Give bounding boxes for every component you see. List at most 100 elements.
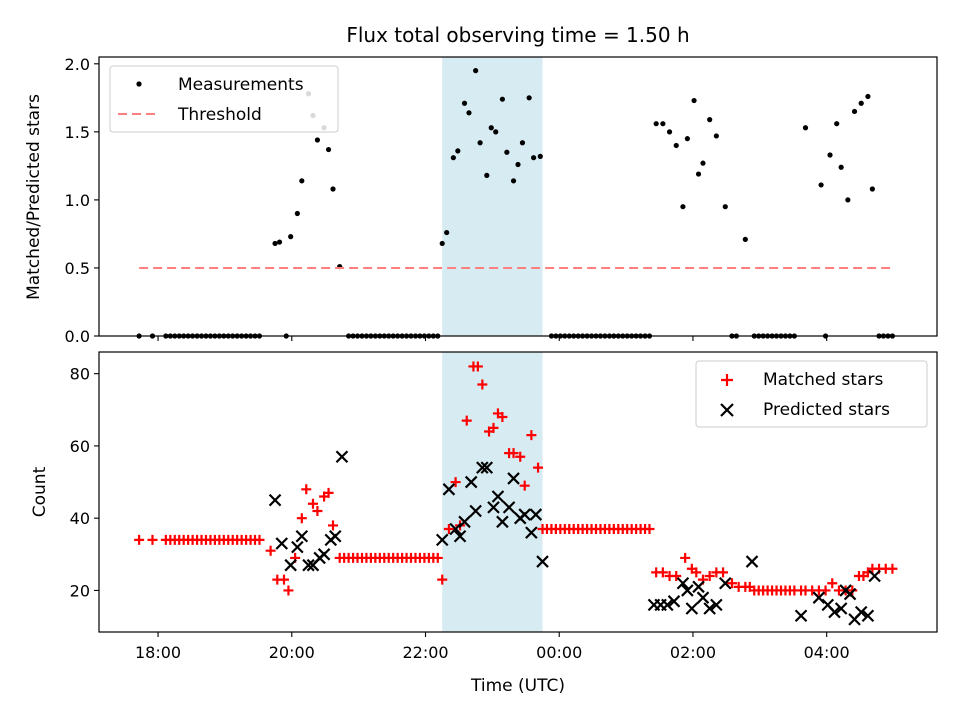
measurement-point	[510, 178, 517, 184]
measurement-point	[851, 108, 858, 115]
bottom-x-ticks: 18:00 20:00 22:00 00:00 02:00 04:00	[135, 632, 850, 662]
predicted-star-point	[469, 504, 482, 518]
predicted-star-point	[453, 529, 467, 543]
matched-star-point	[254, 534, 265, 545]
ratio-panel: 0.00.51.01.52.0 Matched/Predicted stars …	[24, 55, 938, 346]
measurement-point	[838, 164, 844, 170]
predicted-star-point	[843, 587, 857, 601]
predicted-star-point	[745, 555, 759, 568]
top-y-ticks: 0.0 0.5 1.0 1.5 2.0	[65, 55, 99, 346]
predicted-star-point	[480, 461, 494, 474]
matched-star-point	[278, 574, 289, 585]
measurement-point	[834, 121, 840, 127]
predicted-star-point	[335, 450, 349, 464]
measurement-point	[695, 171, 702, 177]
predicted-star-point	[681, 584, 694, 597]
legend-measurements-label: Measurements	[178, 75, 304, 95]
measurement-point	[314, 137, 321, 143]
top-shaded-interval	[442, 57, 543, 336]
measurement-point	[865, 93, 871, 100]
matched-star-point	[726, 578, 737, 589]
matched-star-point	[820, 585, 831, 596]
predicted-star-point	[302, 558, 315, 572]
measurement-point	[294, 210, 300, 217]
measurement-point	[330, 186, 336, 192]
predicted-star-point	[661, 598, 674, 612]
matched-star-point	[134, 534, 145, 545]
predicted-star-point	[692, 580, 705, 594]
predicted-star-point	[676, 576, 690, 590]
predicted-star-point	[685, 602, 699, 615]
top-legend: Measurements Threshold	[109, 65, 339, 133]
x-tick-label: 22:00	[402, 643, 448, 662]
matched-star-point	[680, 552, 691, 563]
bottom-y-ticks: 20 40 60 80	[70, 365, 99, 600]
matched-star-point	[827, 578, 838, 589]
measurement-point	[272, 240, 278, 247]
measurement-point	[276, 239, 283, 245]
measurement-point	[700, 160, 706, 166]
x-tick-label: 20:00	[269, 643, 315, 662]
y-tick-label: 80	[70, 365, 90, 384]
y-tick-label: 0.5	[65, 259, 90, 278]
top-y-axis-label: Matched/Predicted stars	[24, 94, 44, 300]
top-x-ticks	[157, 336, 828, 341]
measurement-point	[473, 68, 479, 74]
predicted-star-point	[491, 490, 505, 503]
matched-star-point	[301, 484, 312, 495]
predicted-star-point	[295, 529, 309, 543]
x-tick-label: 02:00	[670, 643, 716, 662]
predicted-star-point	[442, 483, 456, 496]
predicted-star-point	[868, 569, 881, 583]
predicted-star-point	[667, 595, 681, 608]
x-tick-label: 00:00	[536, 643, 582, 662]
bottom-legend: Matched stars Predicted stars	[695, 360, 928, 428]
y-tick-label: 20	[70, 581, 90, 600]
predicted-star-point	[284, 558, 297, 572]
top-axes-frame	[98, 56, 938, 337]
predicted-star-point	[812, 591, 826, 604]
matched-star-point	[443, 524, 454, 535]
measurement-point	[526, 95, 532, 101]
measurement-point	[504, 149, 510, 155]
measurement-point	[531, 155, 537, 161]
matched-star-point	[657, 567, 668, 578]
predicted-star-point	[710, 598, 723, 612]
y-tick-label: 1.0	[65, 191, 90, 210]
x-axis-label: Time (UTC)	[470, 676, 565, 696]
measurement-point	[742, 236, 748, 242]
measurement-point	[466, 110, 472, 116]
predicted-star-point	[487, 501, 500, 514]
measurement-point	[802, 125, 809, 131]
matched-star-point	[691, 567, 702, 578]
predicted-star-point	[435, 533, 449, 547]
matched-star-point	[265, 545, 276, 556]
bottom-axes-frame	[98, 351, 938, 633]
predicted-star-point	[268, 493, 282, 507]
measurement-point	[493, 129, 499, 135]
predicted-star-point	[696, 591, 710, 604]
predicted-star-point	[518, 508, 531, 521]
predicted-star-point	[507, 472, 520, 485]
predicted-star-point	[834, 602, 848, 615]
measurement-point	[858, 100, 864, 106]
predicted-star-point	[529, 508, 543, 521]
predicted-star-point	[464, 475, 478, 489]
matched-star-point	[718, 567, 729, 578]
matched-star-point	[312, 505, 323, 516]
matched-star-point	[533, 462, 544, 473]
matched-star-point	[671, 571, 682, 581]
matched-star-point	[450, 477, 461, 488]
matched-star-point	[147, 534, 158, 545]
measurement-point	[666, 129, 673, 135]
measurement-point	[288, 234, 294, 240]
predicted-star-point	[496, 515, 509, 529]
matched-star-point	[519, 480, 530, 491]
predicted-star-point	[861, 609, 875, 623]
matched-star-point	[472, 361, 483, 372]
measurement-point	[707, 117, 713, 123]
measurement-point	[722, 204, 728, 210]
measurement-point	[444, 229, 450, 236]
